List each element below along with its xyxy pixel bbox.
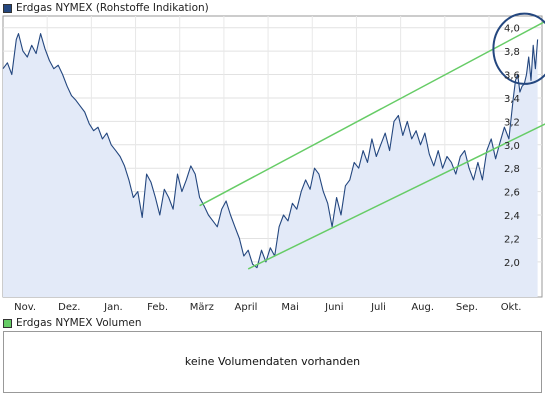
- x-tick-label: Sep.: [456, 302, 478, 313]
- price-area: [3, 33, 538, 297]
- x-tick-label: Okt.: [501, 302, 522, 313]
- y-tick-label: 3,6: [504, 71, 520, 82]
- trend-line: [247, 123, 545, 270]
- y-tick-label: 3,8: [504, 47, 520, 58]
- volume-legend-swatch: [3, 318, 12, 328]
- y-axis-labels: 2,0 2,2 2,4 2,6 2,8 3,0 3,2 3,4 3,6 3,8 4,0: [504, 24, 520, 269]
- x-tick-label: März: [190, 302, 214, 313]
- price-legend: Erdgas NYMEX (Rohstoffe Indikation): [3, 1, 209, 15]
- volume-legend-label: Erdgas NYMEX Volumen: [16, 317, 142, 329]
- price-chart: 2,0 2,2 2,4 2,6 2,8 3,0 3,2 3,4 3,6 3,8 4,0 Nov. De…: [2, 12, 545, 313]
- y-tick-label: 3,4: [504, 94, 520, 105]
- x-tick-label: April: [235, 302, 258, 313]
- series-layer: [2, 33, 539, 297]
- price-legend-swatch: [3, 3, 12, 13]
- x-tick-label: Jan.: [103, 302, 123, 313]
- price-line: [2, 33, 539, 269]
- x-axis-labels: Nov. Dez. Jan. Feb. März April Mai Juni Juli Aug.…: [14, 302, 521, 313]
- x-tick-label: Mai: [281, 302, 299, 313]
- annotation-circle: [492, 12, 545, 85]
- price-legend-label: Erdgas NYMEX (Rohstoffe Indikation): [16, 2, 209, 14]
- y-tick-label: 2,0: [504, 258, 520, 269]
- volume-empty-message: keine Volumendaten vorhanden: [184, 355, 361, 368]
- x-tick-label: Dez.: [58, 302, 80, 313]
- x-tick-label: Juli: [370, 302, 386, 313]
- y-tick-label: 2,8: [504, 164, 520, 175]
- y-tick-label: 3,0: [504, 141, 520, 152]
- y-tick-label: 4,0: [504, 24, 520, 35]
- volume-panel: keine Volumendaten vorhanden: [3, 331, 542, 393]
- x-tick-label: Nov.: [14, 302, 36, 313]
- x-tick-label: Aug.: [411, 302, 434, 313]
- x-tick-label: Juni: [324, 302, 343, 313]
- y-tick-label: 3,2: [504, 117, 520, 128]
- trend-line: [199, 20, 545, 207]
- x-tick-label: Feb.: [147, 302, 168, 313]
- y-tick-label: 2,4: [504, 211, 520, 222]
- y-tick-label: 2,2: [504, 234, 520, 245]
- overlay-layer: [199, 12, 545, 270]
- volume-legend: Erdgas NYMEX Volumen: [3, 316, 142, 330]
- y-tick-label: 2,6: [504, 188, 520, 199]
